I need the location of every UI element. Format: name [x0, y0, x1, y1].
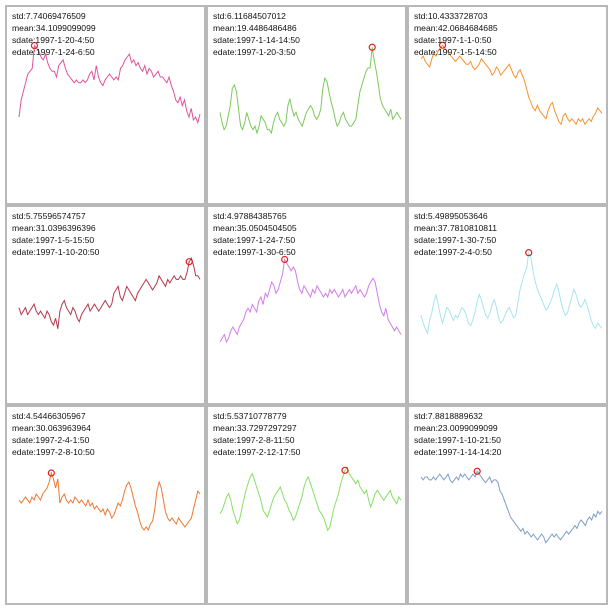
series-line	[219, 257, 402, 344]
chart-panel: std:4.97884385765 mean:35.0504504505 sdate…	[206, 205, 407, 405]
series-line	[420, 250, 603, 336]
peak-marker	[368, 43, 376, 51]
series-line	[219, 47, 402, 135]
stat-mean: mean:37.7810810811	[414, 223, 497, 233]
chart-panel: std:7.8818889632 mean:23.0099099099 sdate:…	[407, 405, 608, 605]
stat-sdate: sdate:1997-2-4-1:50	[12, 435, 90, 445]
stat-mean: mean:33.7297297297	[213, 423, 297, 433]
chart-panel: std:5.75596574757 mean:31.0396396396 sdate…	[5, 205, 206, 405]
stat-edate: edate:1997-1-14-14:20	[414, 447, 502, 457]
stat-sdate: sdate:1997-1-20-4:50	[12, 35, 95, 45]
stat-edate: edate:1997-2-4-0:50	[414, 247, 492, 257]
series-line	[420, 44, 603, 126]
line-chart	[219, 255, 402, 344]
stat-mean: mean:30.063963964	[12, 423, 91, 433]
stats-block: std:10.4333728703 mean:42.0684684685 sdate…	[414, 10, 498, 58]
stat-std: std:7.74069476509	[12, 11, 86, 21]
stat-std: std:10.4333728703	[414, 11, 488, 21]
stat-mean: mean:42.0684684685	[414, 23, 498, 33]
stat-std: std:6.11684507012	[213, 11, 286, 21]
stat-mean: mean:35.0504504505	[213, 223, 297, 233]
chart-panel: std:7.74069476509 mean:34.1099099099 sdate…	[5, 5, 206, 205]
stat-mean: mean:34.1099099099	[12, 23, 96, 33]
stats-block: std:5.49895053646 mean:37.7810810811 sdate…	[414, 210, 497, 258]
series-line	[18, 44, 201, 125]
stat-edate: edate:1997-1-30-6:50	[213, 247, 296, 257]
stats-block: std:5.53710778779 mean:33.7297297297 sdate…	[213, 410, 300, 458]
series-line	[420, 470, 603, 544]
stats-block: std:6.11684507012 mean:19.4486486486 sdate…	[213, 10, 300, 58]
stat-std: std:5.53710778779	[213, 411, 287, 421]
stat-std: std:5.75596574757	[12, 211, 86, 221]
stat-mean: mean:23.0099099099	[414, 423, 498, 433]
stat-sdate: sdate:1997-2-8-11:50	[213, 435, 295, 445]
line-chart	[420, 467, 603, 544]
peak-marker	[473, 467, 481, 475]
stat-mean: mean:19.4486486486	[213, 23, 297, 33]
chart-grid: std:7.74069476509 mean:34.1099099099 sdate…	[5, 5, 608, 605]
chart-panel: std:4.54466305967 mean:30.063963964 sdate:…	[5, 405, 206, 605]
series-line	[219, 465, 402, 532]
line-chart	[420, 41, 603, 126]
stat-std: std:4.97884385765	[213, 211, 287, 221]
line-chart	[420, 249, 603, 336]
stat-sdate: sdate:1997-1-30-7:50	[414, 235, 497, 245]
stat-std: std:5.49895053646	[414, 211, 488, 221]
stat-std: std:7.8818889632	[414, 411, 483, 421]
stat-sdate: sdate:1997-1-1-0:50	[414, 35, 492, 45]
stat-sdate: sdate:1997-1-5-15:50	[12, 235, 95, 245]
series-line	[18, 257, 201, 329]
stat-sdate: sdate:1997-1-14-14:50	[213, 35, 300, 45]
stats-block: std:5.75596574757 mean:31.0396396396 sdate…	[12, 210, 99, 258]
stat-edate: edate:1997-2-12-17:50	[213, 447, 301, 457]
stat-mean: mean:31.0396396396	[12, 223, 96, 233]
series-line	[18, 471, 201, 532]
line-chart	[18, 41, 201, 125]
peak-marker	[438, 41, 447, 49]
stats-block: std:4.54466305967 mean:30.063963964 sdate:…	[12, 410, 95, 458]
peak-marker	[525, 249, 533, 257]
stat-edate: edate:1997-1-5-14:50	[414, 47, 497, 57]
stat-edate: edate:1997-1-10-20:50	[12, 247, 100, 257]
peak-marker	[185, 258, 193, 266]
chart-panel: std:5.49895053646 mean:37.7810810811 sdate…	[407, 205, 608, 405]
stat-sdate: sdate:1997-1-10-21:50	[414, 435, 501, 445]
line-chart	[219, 43, 402, 135]
stats-block: std:7.8818889632 mean:23.0099099099 sdate:…	[414, 410, 501, 458]
line-chart	[219, 465, 402, 532]
stat-std: std:4.54466305967	[12, 411, 86, 421]
line-chart	[18, 469, 201, 532]
chart-panel: std:10.4333728703 mean:42.0684684685 sdate…	[407, 5, 608, 205]
stat-edate: edate:1997-1-24-6:50	[12, 47, 95, 57]
stat-edate: edate:1997-1-20-3:50	[213, 47, 296, 57]
chart-panel: std:5.53710778779 mean:33.7297297297 sdate…	[206, 405, 407, 605]
line-chart	[18, 257, 201, 329]
stats-block: std:7.74069476509 mean:34.1099099099 sdate…	[12, 10, 96, 58]
stat-sdate: sdate:1997-1-24-7:50	[213, 235, 296, 245]
stats-block: std:4.97884385765 mean:35.0504504505 sdate…	[213, 210, 297, 258]
peak-marker	[30, 41, 39, 50]
peak-marker	[281, 255, 289, 264]
chart-panel: std:6.11684507012 mean:19.4486486486 sdate…	[206, 5, 407, 205]
peak-marker	[47, 469, 55, 477]
stat-edate: edate:1997-2-8-10:50	[12, 447, 95, 457]
peak-marker	[341, 466, 349, 474]
